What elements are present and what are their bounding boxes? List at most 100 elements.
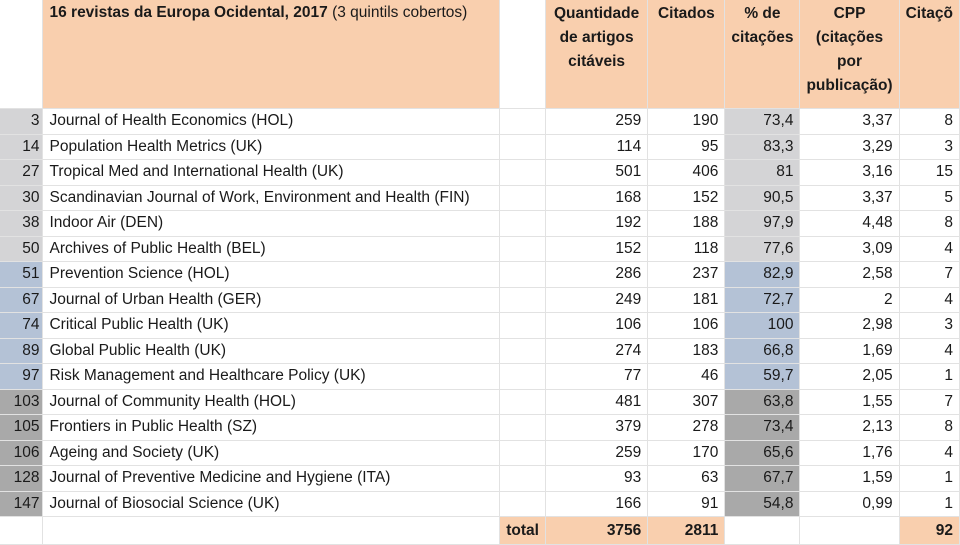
pct-cell[interactable]: 82,9: [724, 261, 801, 288]
pct-cell[interactable]: 65,6: [724, 440, 801, 466]
journal-cell[interactable]: Ageing and Society (UK): [42, 440, 501, 466]
rank-cell[interactable]: 50: [0, 236, 44, 262]
pct-cell[interactable]: 97,9: [724, 210, 801, 237]
rank-cell[interactable]: 74: [0, 312, 44, 339]
rank-cell[interactable]: 67: [0, 287, 44, 313]
citados-cell[interactable]: 188: [647, 210, 726, 237]
artigos-cell[interactable]: 379: [545, 414, 649, 441]
citacoes-cell[interactable]: 1: [899, 363, 960, 390]
journal-cell[interactable]: Risk Management and Healthcare Policy (U…: [42, 363, 501, 390]
artigos-cell[interactable]: 106: [545, 312, 649, 339]
cpp-cell[interactable]: 3,16: [799, 159, 900, 186]
blank-cell[interactable]: [499, 108, 546, 135]
blank-cell[interactable]: [499, 465, 546, 492]
citados-cell[interactable]: 152: [647, 185, 726, 211]
cpp-cell[interactable]: 3,29: [799, 134, 900, 160]
cpp-cell[interactable]: 1,59: [799, 465, 900, 492]
cpp-cell[interactable]: 0,99: [799, 491, 900, 517]
header-rank-cell[interactable]: [0, 0, 44, 109]
header-citados[interactable]: Citados: [647, 0, 726, 109]
journal-cell[interactable]: Tropical Med and International Health (U…: [42, 159, 501, 186]
blank-cell[interactable]: [499, 185, 546, 211]
journal-cell[interactable]: Journal of Urban Health (GER): [42, 287, 501, 313]
rank-cell[interactable]: 103: [0, 389, 44, 415]
artigos-cell[interactable]: 192: [545, 210, 649, 237]
rank-cell[interactable]: 27: [0, 159, 44, 186]
artigos-cell[interactable]: 77: [545, 363, 649, 390]
header-blank-cell[interactable]: [499, 0, 546, 109]
total-label-cell[interactable]: total: [499, 516, 546, 545]
blank-cell[interactable]: [499, 287, 546, 313]
rank-cell[interactable]: 30: [0, 185, 44, 211]
pct-cell[interactable]: 90,5: [724, 185, 801, 211]
journal-cell[interactable]: Critical Public Health (UK): [42, 312, 501, 339]
citacoes-cell[interactable]: 4: [899, 236, 960, 262]
citacoes-cell[interactable]: 4: [899, 440, 960, 466]
citados-cell[interactable]: 181: [647, 287, 726, 313]
pct-cell[interactable]: 81: [724, 159, 801, 186]
blank-cell[interactable]: [42, 516, 501, 545]
journal-cell[interactable]: Indoor Air (DEN): [42, 210, 501, 237]
cpp-cell[interactable]: 2: [799, 287, 900, 313]
cpp-cell[interactable]: 2,13: [799, 414, 900, 441]
journal-cell[interactable]: Prevention Science (HOL): [42, 261, 501, 288]
cpp-cell[interactable]: 2,58: [799, 261, 900, 288]
cpp-cell[interactable]: 1,55: [799, 389, 900, 415]
citados-cell[interactable]: 237: [647, 261, 726, 288]
citacoes-cell[interactable]: 1: [899, 491, 960, 517]
cpp-cell[interactable]: 1,76: [799, 440, 900, 466]
pct-cell[interactable]: 66,8: [724, 338, 801, 364]
blank-cell[interactable]: [0, 516, 44, 545]
blank-cell[interactable]: [499, 491, 546, 517]
citacoes-cell[interactable]: 3: [899, 312, 960, 339]
artigos-cell[interactable]: 501: [545, 159, 649, 186]
blank-cell[interactable]: [499, 236, 546, 262]
journal-cell[interactable]: Journal of Preventive Medicine and Hygie…: [42, 465, 501, 492]
blank-cell[interactable]: [724, 516, 801, 545]
citacoes-cell[interactable]: 8: [899, 210, 960, 237]
blank-cell[interactable]: [499, 338, 546, 364]
citados-cell[interactable]: 63: [647, 465, 726, 492]
pct-cell[interactable]: 73,4: [724, 414, 801, 441]
total-artigos-cell[interactable]: 3756: [545, 516, 649, 545]
pct-cell[interactable]: 59,7: [724, 363, 801, 390]
rank-cell[interactable]: 38: [0, 210, 44, 237]
cpp-cell[interactable]: 2,05: [799, 363, 900, 390]
citacoes-cell[interactable]: 7: [899, 389, 960, 415]
header-pct[interactable]: % de citações: [724, 0, 801, 109]
artigos-cell[interactable]: 249: [545, 287, 649, 313]
rank-cell[interactable]: 51: [0, 261, 44, 288]
citacoes-cell[interactable]: 5: [899, 185, 960, 211]
blank-cell[interactable]: [499, 363, 546, 390]
citacoes-cell[interactable]: 4: [899, 338, 960, 364]
pct-cell[interactable]: 100: [724, 312, 801, 339]
citados-cell[interactable]: 183: [647, 338, 726, 364]
artigos-cell[interactable]: 152: [545, 236, 649, 262]
citados-cell[interactable]: 118: [647, 236, 726, 262]
journal-cell[interactable]: Journal of Biosocial Science (UK): [42, 491, 501, 517]
blank-cell[interactable]: [499, 414, 546, 441]
rank-cell[interactable]: 97: [0, 363, 44, 390]
citacoes-cell[interactable]: 3: [899, 134, 960, 160]
artigos-cell[interactable]: 93: [545, 465, 649, 492]
citados-cell[interactable]: 91: [647, 491, 726, 517]
pct-cell[interactable]: 73,4: [724, 108, 801, 135]
journal-cell[interactable]: Scandinavian Journal of Work, Environmen…: [42, 185, 501, 211]
artigos-cell[interactable]: 274: [545, 338, 649, 364]
rank-cell[interactable]: 147: [0, 491, 44, 517]
artigos-cell[interactable]: 168: [545, 185, 649, 211]
citacoes-cell[interactable]: 7: [899, 261, 960, 288]
journal-cell[interactable]: Journal of Health Economics (HOL): [42, 108, 501, 135]
citados-cell[interactable]: 406: [647, 159, 726, 186]
journal-cell[interactable]: Global Public Health (UK): [42, 338, 501, 364]
blank-cell[interactable]: [499, 440, 546, 466]
citacoes-cell[interactable]: 1: [899, 465, 960, 492]
cpp-cell[interactable]: 2,98: [799, 312, 900, 339]
rank-cell[interactable]: 89: [0, 338, 44, 364]
journal-cell[interactable]: Archives of Public Health (BEL): [42, 236, 501, 262]
citados-cell[interactable]: 46: [647, 363, 726, 390]
header-citacoes[interactable]: Citaçõ: [899, 0, 960, 109]
citados-cell[interactable]: 106: [647, 312, 726, 339]
cpp-cell[interactable]: 3,37: [799, 108, 900, 135]
rank-cell[interactable]: 105: [0, 414, 44, 441]
